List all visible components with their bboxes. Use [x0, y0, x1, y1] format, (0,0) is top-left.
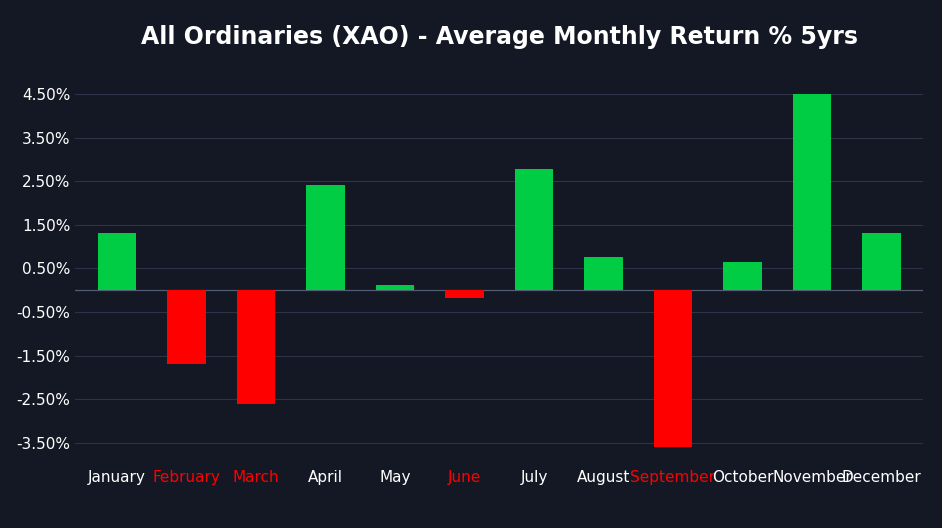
Bar — [793, 94, 831, 290]
Title: All Ordinaries (XAO) - Average Monthly Return % 5yrs: All Ordinaries (XAO) - Average Monthly R… — [140, 25, 858, 49]
Bar — [515, 169, 553, 290]
Bar — [168, 290, 205, 364]
Bar — [237, 290, 275, 403]
Bar — [862, 233, 901, 290]
Bar — [723, 262, 761, 290]
Bar — [98, 233, 137, 290]
Bar — [376, 285, 414, 290]
Bar — [654, 290, 692, 447]
Bar — [584, 258, 623, 290]
Bar — [446, 290, 483, 298]
Bar — [306, 185, 345, 290]
